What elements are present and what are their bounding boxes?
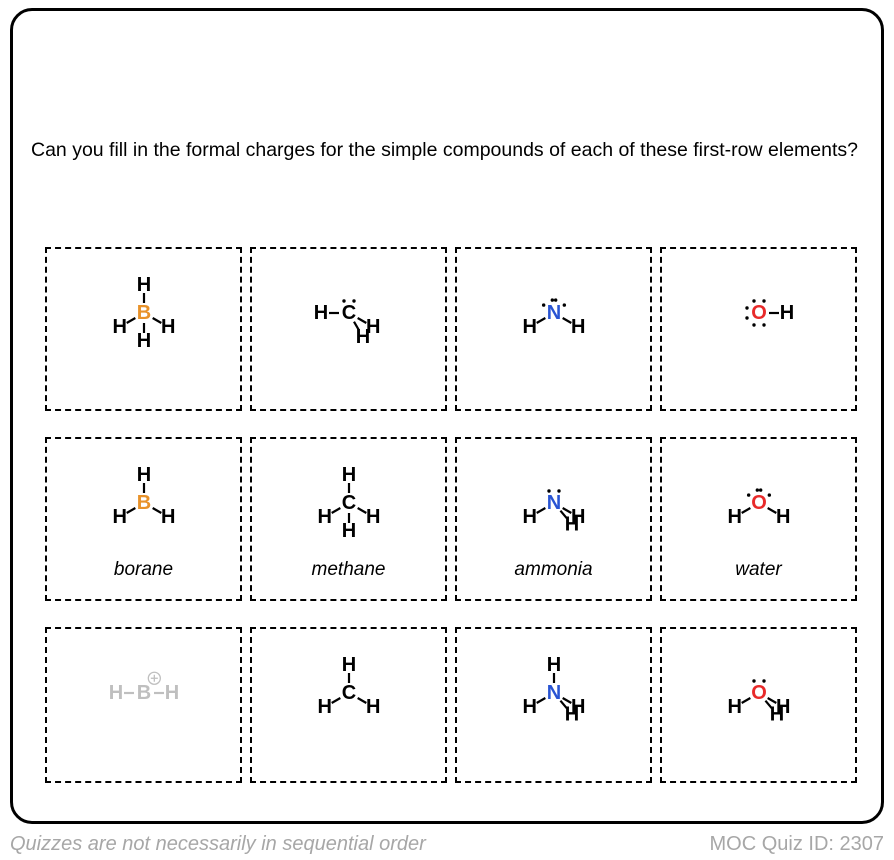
cell-r2c3: HHHNammonia [455,437,652,601]
footer: Quizzes are not necessarily in sequentia… [10,833,884,856]
svg-text:H: H [136,274,150,296]
svg-text:C: C [341,302,355,324]
molecule-ch3: HHHC [264,643,434,743]
svg-text:H: H [108,682,122,704]
svg-text:H: H [112,316,126,338]
molecule-ch3-lp: HHHC [264,263,434,363]
svg-text:H: H [112,506,126,528]
svg-text:H: H [136,330,150,352]
svg-text:H: H [341,520,355,542]
quiz-frame: Can you fill in the formal charges for t… [10,8,884,824]
svg-text:B: B [136,682,150,704]
svg-text:H: H [727,696,741,718]
molecule-ammonia: HHHN [469,453,639,553]
svg-text:H: H [366,316,380,338]
cell-r2c1: HHHBborane [45,437,242,601]
svg-text:B: B [136,302,150,324]
molecule-oh-3lp: HO [674,263,844,363]
cell-r1c4: HO [660,247,857,411]
row-3: HHB HHHC HHHHN HHHO [45,627,857,783]
svg-text:H: H [317,696,331,718]
svg-text:H: H [776,506,790,528]
molecule-nh4: HHHHN [469,643,639,743]
cell-r3c4: HHHO [660,627,857,783]
svg-text:H: H [313,302,327,324]
question-text: Can you fill in the formal charges for t… [31,139,863,162]
molecule-borane: HHHB [59,453,229,553]
svg-text:H: H [571,316,585,338]
svg-text:H: H [366,696,380,718]
svg-text:B: B [136,492,150,514]
svg-text:H: H [522,696,536,718]
quiz-id: MOC Quiz ID: 2307 [709,833,884,856]
molecule-grid: HHHHB HHHC HHN HO HHHBborane HHHHCmethan… [45,247,857,809]
svg-text:N: N [546,682,560,704]
label-ammonia: ammonia [514,559,592,581]
svg-text:H: H [164,682,178,704]
footer-note: Quizzes are not necessarily in sequentia… [10,833,426,856]
row-1: HHHHB HHHC HHN HO [45,247,857,411]
cell-r2c2: HHHHCmethane [250,437,447,601]
svg-text:H: H [522,316,536,338]
svg-text:O: O [751,302,767,324]
molecule-nh2-2lp: H HN [469,263,639,363]
label-water: water [735,559,781,581]
cell-r1c2: HHHC [250,247,447,411]
svg-text:H: H [727,506,741,528]
molecule-bh4: HHHHB [59,263,229,363]
label-methane: methane [312,559,386,581]
svg-text:H: H [341,654,355,676]
svg-text:H: H [779,302,793,324]
svg-text:H: H [161,316,175,338]
row-2: HHHBborane HHHHCmethane HHHNammonia HHOw… [45,437,857,601]
svg-text:H: H [564,513,578,535]
svg-text:H: H [366,506,380,528]
cell-r1c3: H HN [455,247,652,411]
svg-text:H: H [546,654,560,676]
svg-text:O: O [751,682,767,704]
molecule-water: H HO [674,453,844,553]
label-borane: borane [114,559,173,581]
cell-r3c2: HHHC [250,627,447,783]
molecule-oh3: HHHO [674,643,844,743]
svg-text:H: H [564,703,578,725]
svg-text:H: H [341,464,355,486]
cell-r2c4: H HOwater [660,437,857,601]
svg-text:H: H [136,464,150,486]
svg-text:N: N [546,492,560,514]
svg-text:H: H [522,506,536,528]
cell-r3c3: HHHHN [455,627,652,783]
molecule-bh2-plus: H HB [59,643,229,743]
svg-text:N: N [546,302,560,324]
cell-r1c1: HHHHB [45,247,242,411]
molecule-methane: HHHHC [264,453,434,553]
svg-text:O: O [751,492,767,514]
svg-text:C: C [341,682,355,704]
cell-r3c1: H HB [45,627,242,783]
svg-text:H: H [317,506,331,528]
svg-text:H: H [161,506,175,528]
svg-text:H: H [769,703,783,725]
svg-text:C: C [341,492,355,514]
